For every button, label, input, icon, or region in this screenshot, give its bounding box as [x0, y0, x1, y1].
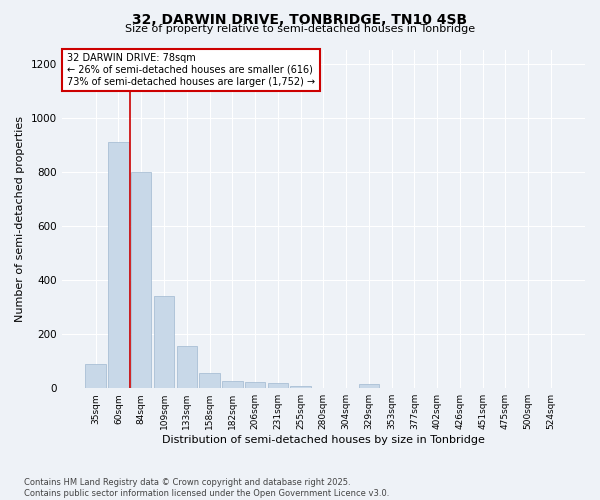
- Bar: [176, 346, 197, 388]
- Bar: [290, 386, 311, 388]
- Text: 32 DARWIN DRIVE: 78sqm
← 26% of semi-detached houses are smaller (616)
73% of se: 32 DARWIN DRIVE: 78sqm ← 26% of semi-det…: [67, 54, 315, 86]
- Text: 32, DARWIN DRIVE, TONBRIDGE, TN10 4SB: 32, DARWIN DRIVE, TONBRIDGE, TN10 4SB: [133, 12, 467, 26]
- Bar: [199, 372, 220, 388]
- Text: Size of property relative to semi-detached houses in Tonbridge: Size of property relative to semi-detach…: [125, 24, 475, 34]
- Bar: [268, 383, 288, 388]
- Bar: [222, 381, 242, 388]
- Text: Contains HM Land Registry data © Crown copyright and database right 2025.
Contai: Contains HM Land Registry data © Crown c…: [24, 478, 389, 498]
- Bar: [108, 142, 129, 388]
- Bar: [245, 382, 265, 388]
- X-axis label: Distribution of semi-detached houses by size in Tonbridge: Distribution of semi-detached houses by …: [162, 435, 485, 445]
- Bar: [131, 172, 151, 388]
- Y-axis label: Number of semi-detached properties: Number of semi-detached properties: [15, 116, 25, 322]
- Bar: [154, 296, 174, 388]
- Bar: [359, 384, 379, 388]
- Bar: [85, 364, 106, 388]
